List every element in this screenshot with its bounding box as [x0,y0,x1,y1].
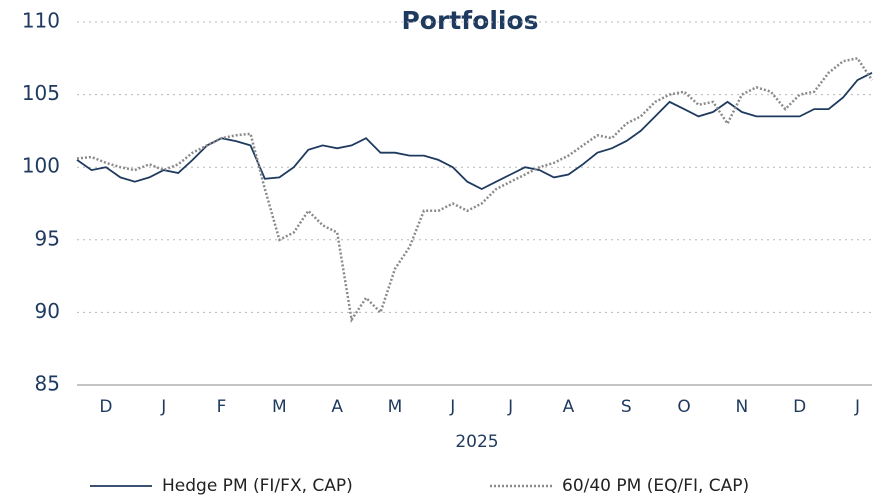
x-tick-label: F [217,397,227,417]
x-tick-label: J [160,397,166,417]
x-tick-label: D [99,397,112,417]
series-line [76,71,873,191]
x-tick-label: D [793,397,806,417]
y-tick-label: 105 [22,81,60,105]
x-tick-label: J [507,397,513,417]
x-axis-label: 2025 [455,432,498,452]
x-tick-label: M [272,397,287,417]
x-tick-label: J [854,397,860,417]
series-line [76,56,874,324]
x-tick-label: J [449,397,455,417]
x-tick-label: A [331,397,343,417]
legend-label: 60/40 PM (EQ/FI, CAP) [562,476,749,496]
x-tick-label: A [563,397,575,417]
x-tick-label: M [388,397,403,417]
x-tick-label: O [677,397,690,417]
x-tick-label: N [736,397,749,417]
chart-title: Portfolios [401,6,538,35]
y-tick-label: 110 [22,9,60,33]
y-tick-label: 90 [35,299,60,323]
y-tick-label: 85 [35,372,60,396]
legend-label: Hedge PM (FI/FX, CAP) [162,476,353,496]
y-tick-label: 95 [35,226,60,250]
x-tick-label: S [621,397,632,417]
y-tick-label: 100 [22,154,60,178]
